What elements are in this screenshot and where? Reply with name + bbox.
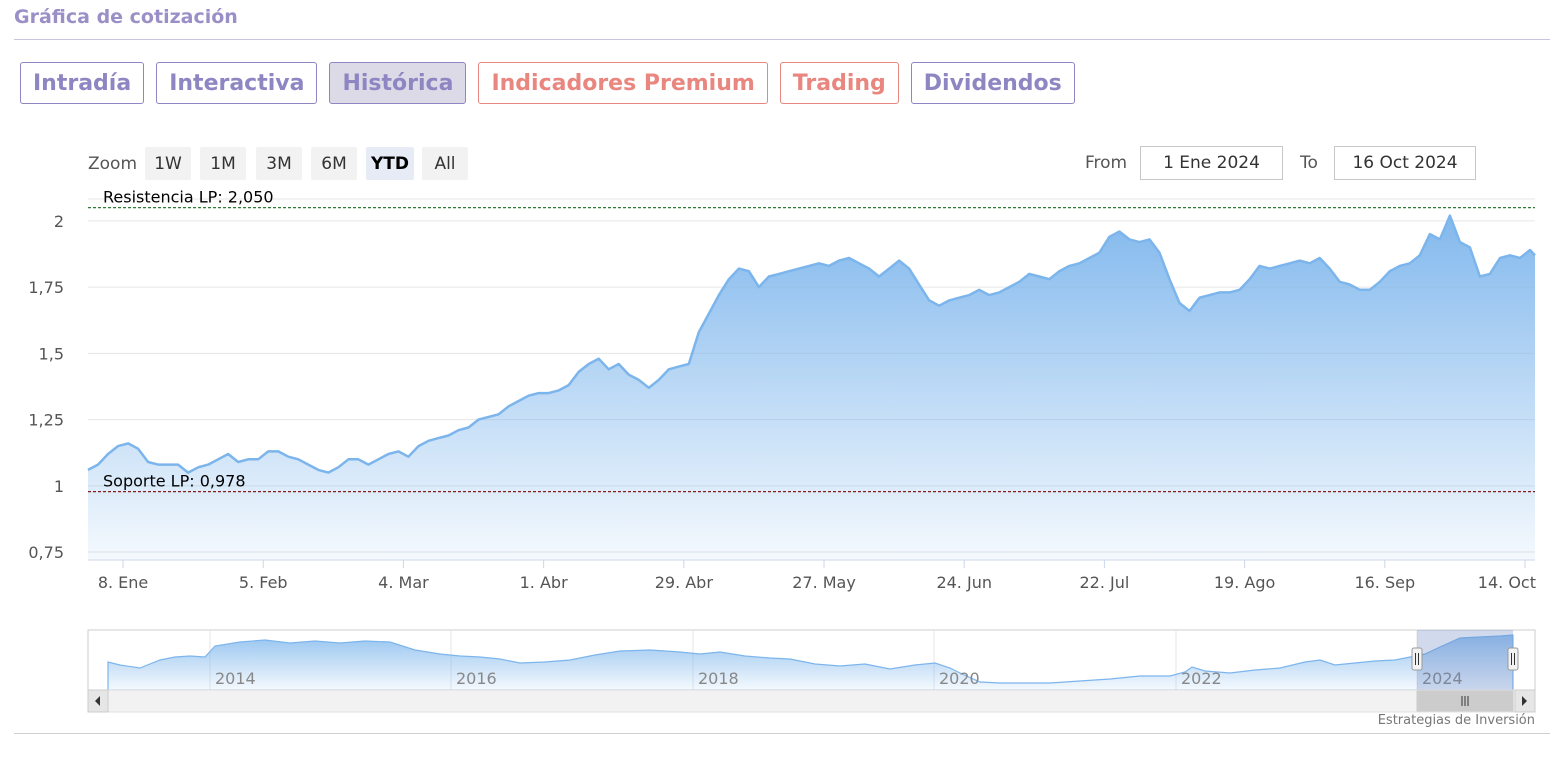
- x-tick-label: 5. Feb: [239, 573, 288, 592]
- title-divider: [14, 39, 1550, 40]
- chart-tabs: Intradía Interactiva Histórica Indicador…: [20, 62, 1075, 104]
- scrollbar-thumb[interactable]: [1416, 690, 1514, 712]
- zoom-3m-button[interactable]: 3M: [256, 147, 302, 180]
- navigator: 2014 2016 2018 2020 2022 2024: [87, 629, 1536, 713]
- x-tick-label: 1. Abr: [520, 573, 568, 592]
- support-label: Soporte LP: 0,978: [103, 472, 246, 491]
- navigator-year-label: 2018: [698, 669, 739, 688]
- y-tick-label: 1,25: [28, 411, 64, 430]
- navigator-left-handle[interactable]: [1411, 647, 1423, 671]
- zoom-1w-button[interactable]: 1W: [145, 147, 191, 180]
- scrollbar-track[interactable]: [87, 689, 1536, 713]
- navigator-series: [107, 634, 1514, 691]
- navigator-selected-range[interactable]: [1417, 630, 1513, 690]
- section-title: Gráfica de cotización: [14, 6, 238, 28]
- chart-credits[interactable]: Estrategias de Inversión: [1377, 713, 1535, 728]
- zoom-ytd-button[interactable]: YTD: [366, 147, 414, 180]
- navigator-year-labels: 2014 2016 2018 2020 2022 2024: [215, 669, 1463, 688]
- navigator-year-label: 2022: [1181, 669, 1222, 688]
- zoom-6m-button[interactable]: 6M: [311, 147, 357, 180]
- x-tick-label: 22. Jul: [1079, 573, 1129, 592]
- x-tick-label: 24. Jun: [936, 573, 992, 592]
- to-date-input[interactable]: 16 Oct 2024: [1334, 146, 1476, 180]
- tab-historica[interactable]: Histórica: [329, 62, 467, 104]
- x-tick-label: 14. Oct: [1478, 573, 1536, 592]
- tab-indicadores-premium[interactable]: Indicadores Premium: [478, 62, 768, 104]
- navigator-year-label: 2016: [456, 669, 497, 688]
- x-tick-label: 29. Abr: [655, 573, 714, 592]
- tab-intradia[interactable]: Intradía: [20, 62, 145, 104]
- zoom-all-button[interactable]: All: [422, 147, 468, 180]
- tab-interactiva[interactable]: Interactiva: [156, 62, 318, 104]
- x-tick-label: 27. May: [792, 573, 856, 592]
- zoom-label: Zoom: [88, 154, 138, 174]
- from-label: From: [1085, 153, 1128, 173]
- x-tick-label: 19. Ago: [1214, 573, 1275, 592]
- x-tick-label: 8. Ene: [98, 573, 148, 592]
- y-tick-label: 1,5: [39, 344, 64, 363]
- navigator-year-label: 2024: [1422, 669, 1463, 688]
- y-tick-label: 0,75: [28, 543, 64, 562]
- to-label: To: [1300, 153, 1318, 173]
- price-line: [87, 214, 1536, 474]
- y-tick-label: 1,75: [28, 278, 64, 297]
- navigator-year-label: 2014: [215, 669, 256, 688]
- navigator-year-label: 2020: [939, 669, 980, 688]
- plot-lines: Resistencia LP: 2,050 Soporte LP: 0,978: [88, 188, 1535, 493]
- from-date-input[interactable]: 1 Ene 2024: [1140, 146, 1283, 180]
- zoom-1m-button[interactable]: 1M: [200, 147, 246, 180]
- bottom-divider: [14, 733, 1550, 734]
- navigator-right-handle[interactable]: [1507, 647, 1519, 671]
- price-area: [88, 215, 1535, 560]
- scrollbar-left-button[interactable]: [87, 689, 109, 713]
- x-axis: 8. Ene 5. Feb 4. Mar 1. Abr 29. Abr 27. May 24…: [98, 560, 1536, 592]
- scrollbar-right-button[interactable]: [1514, 689, 1536, 713]
- resistance-label: Resistencia LP: 2,050: [103, 188, 274, 207]
- y-tick-label: 2: [54, 212, 64, 231]
- y-tick-label: 1: [54, 477, 64, 496]
- tab-trading[interactable]: Trading: [779, 62, 899, 104]
- y-axis: 0,75 1 1,25 1,5 1,75 2: [28, 212, 64, 562]
- x-tick-label: 16. Sep: [1354, 573, 1415, 592]
- x-tick-label: 4. Mar: [378, 573, 429, 592]
- tab-dividendos[interactable]: Dividendos: [910, 62, 1075, 104]
